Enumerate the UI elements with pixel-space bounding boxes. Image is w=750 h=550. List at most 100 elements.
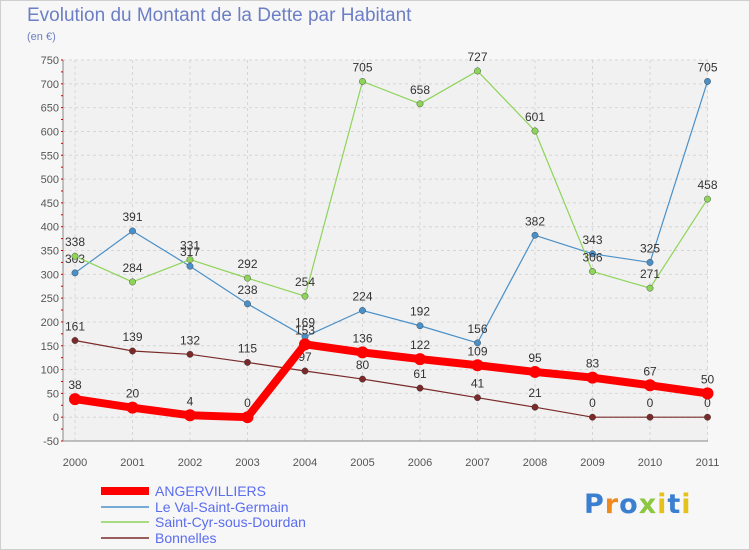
data-label: 67 bbox=[643, 364, 657, 378]
data-label: 136 bbox=[352, 331, 372, 345]
data-label: 0 bbox=[647, 396, 654, 410]
data-label: 61 bbox=[413, 367, 427, 381]
data-point bbox=[244, 274, 251, 282]
data-label: 458 bbox=[697, 178, 717, 192]
data-point bbox=[471, 359, 484, 372]
data-label: 95 bbox=[528, 351, 542, 365]
x-tick-label: 2004 bbox=[293, 457, 317, 469]
series-line bbox=[74, 70, 709, 297]
data-label: 254 bbox=[295, 275, 315, 289]
y-tick-label: 500 bbox=[41, 174, 59, 186]
data-point bbox=[241, 411, 254, 424]
data-point bbox=[71, 269, 79, 277]
data-point bbox=[531, 127, 539, 135]
legend-label: Le Val-Saint-Germain bbox=[155, 499, 289, 515]
data-point bbox=[359, 307, 366, 314]
x-tick-label: 2007 bbox=[465, 457, 489, 469]
legend-label: Saint-Cyr-sous-Dourdan bbox=[155, 514, 306, 530]
y-tick-label: -50 bbox=[43, 436, 59, 448]
y-tick-label: 100 bbox=[41, 365, 59, 377]
data-point bbox=[589, 413, 596, 421]
data-point bbox=[69, 393, 81, 406]
y-tick-label: 50 bbox=[47, 388, 59, 400]
y-tick-label: 700 bbox=[41, 79, 59, 91]
data-label: 156 bbox=[467, 322, 487, 336]
data-label: 169 bbox=[295, 316, 315, 330]
data-point bbox=[644, 379, 656, 392]
data-label: 306 bbox=[582, 250, 602, 264]
data-point bbox=[184, 409, 196, 422]
x-tick-label: 2001 bbox=[120, 457, 144, 469]
data-label: 727 bbox=[467, 50, 487, 64]
data-label: 50 bbox=[701, 372, 715, 386]
data-label: 224 bbox=[352, 290, 372, 304]
data-label: 338 bbox=[65, 235, 85, 249]
data-label: 601 bbox=[525, 110, 545, 124]
data-label: 325 bbox=[640, 241, 660, 255]
legend-label: Bonnelles bbox=[155, 530, 217, 546]
data-label: 705 bbox=[352, 60, 372, 74]
data-point bbox=[356, 346, 369, 359]
y-tick-label: 650 bbox=[41, 103, 59, 115]
data-point bbox=[186, 350, 194, 358]
y-tick-label: 600 bbox=[41, 126, 59, 138]
data-point bbox=[129, 278, 136, 286]
data-point bbox=[301, 367, 309, 375]
data-point bbox=[71, 337, 79, 344]
data-point bbox=[244, 359, 251, 366]
data-label: 658 bbox=[410, 83, 430, 97]
data-point bbox=[416, 384, 424, 392]
data-point bbox=[244, 300, 251, 308]
y-tick-label: 300 bbox=[41, 269, 59, 281]
x-tick-label: 2011 bbox=[696, 457, 720, 469]
data-point bbox=[129, 227, 136, 235]
y-tick-label: 550 bbox=[41, 150, 59, 162]
data-label: 153 bbox=[295, 323, 315, 337]
data-label: 0 bbox=[704, 396, 711, 410]
data-label: 331 bbox=[180, 239, 200, 253]
data-point bbox=[359, 375, 366, 383]
series-line bbox=[74, 80, 709, 344]
y-tick-label: 250 bbox=[41, 293, 59, 305]
chart-unit: (en €) bbox=[27, 31, 56, 43]
chart-title: Evolution du Montant de la Dette par Hab… bbox=[27, 5, 412, 26]
data-point bbox=[704, 195, 711, 203]
data-label: 122 bbox=[410, 338, 430, 352]
data-point bbox=[416, 100, 424, 108]
data-label: 343 bbox=[582, 233, 602, 247]
data-point bbox=[301, 292, 309, 300]
data-point bbox=[589, 268, 596, 275]
data-label: 391 bbox=[122, 210, 142, 224]
data-label: 80 bbox=[356, 358, 370, 372]
data-label: 20 bbox=[126, 387, 140, 401]
data-point bbox=[646, 413, 654, 421]
data-point bbox=[186, 262, 194, 270]
x-tick-label: 2006 bbox=[408, 457, 432, 469]
x-tick-label: 2008 bbox=[523, 457, 547, 469]
data-label: 705 bbox=[697, 60, 717, 74]
x-tick-label: 2000 bbox=[63, 457, 87, 469]
y-tick-label: 200 bbox=[41, 317, 59, 329]
data-label: 0 bbox=[244, 396, 251, 410]
data-point bbox=[474, 394, 481, 402]
y-tick-label: 350 bbox=[41, 246, 59, 258]
data-point bbox=[529, 365, 541, 378]
data-point bbox=[359, 78, 366, 85]
data-point bbox=[414, 353, 426, 366]
data-point bbox=[416, 322, 424, 330]
data-point bbox=[299, 338, 311, 351]
series-line bbox=[71, 340, 712, 422]
data-point bbox=[704, 413, 711, 421]
data-point bbox=[701, 387, 714, 400]
series-line bbox=[74, 339, 709, 418]
data-point bbox=[129, 347, 136, 355]
data-label: 317 bbox=[180, 245, 200, 259]
data-label: 192 bbox=[410, 305, 430, 319]
data-label: 0 bbox=[589, 396, 596, 410]
data-point bbox=[474, 67, 481, 75]
data-point bbox=[531, 231, 539, 239]
data-point bbox=[531, 403, 539, 411]
y-tick-label: 750 bbox=[41, 55, 59, 67]
